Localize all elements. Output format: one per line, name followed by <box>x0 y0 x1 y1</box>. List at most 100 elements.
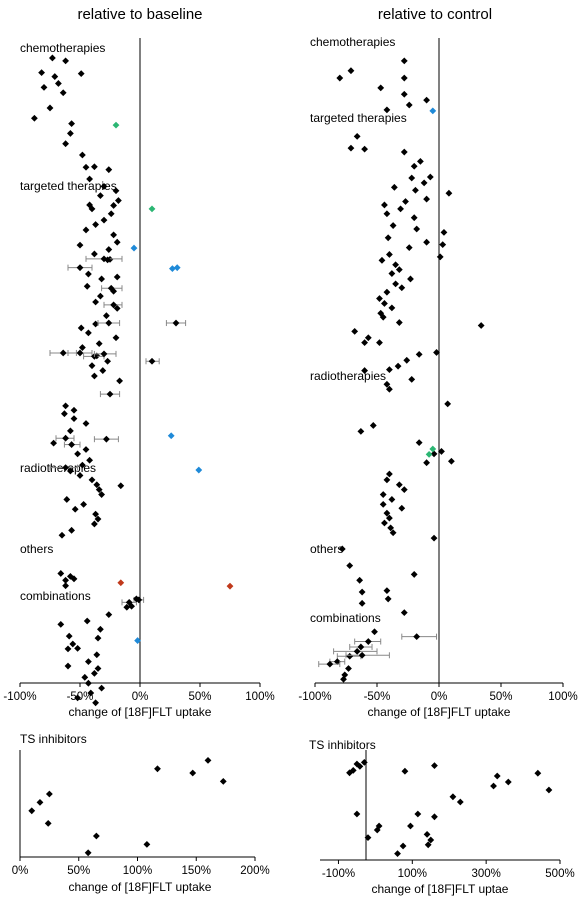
highlighted-data-point <box>117 579 125 587</box>
highlighted-data-point <box>169 265 176 273</box>
data-point <box>91 250 98 258</box>
data-point <box>358 599 366 607</box>
data-point <box>388 270 396 277</box>
data-point <box>57 570 65 577</box>
data-point <box>77 324 85 332</box>
data-point <box>133 595 140 603</box>
data-point <box>392 261 399 269</box>
data-point <box>105 246 113 253</box>
data-point <box>117 482 125 490</box>
data-point <box>405 101 413 109</box>
data-point <box>427 836 435 844</box>
group-label-chemotherapies: chemotherapies <box>310 35 395 49</box>
highlighted-data-point <box>130 244 138 252</box>
data-point <box>413 633 421 641</box>
data-point <box>426 173 434 181</box>
data-point <box>65 632 73 640</box>
group-label-combinations: combinations <box>20 589 91 603</box>
data-point <box>333 658 341 666</box>
data-point <box>110 287 117 295</box>
data-point <box>423 238 430 246</box>
data-point <box>431 762 438 769</box>
data-point <box>103 435 110 443</box>
data-point <box>100 216 108 224</box>
data-point <box>424 841 432 849</box>
panel-relative-to-baseline: relative to baseline chemotherapies targ… <box>3 6 274 719</box>
x-tick-label: 100% <box>398 868 427 880</box>
data-point <box>106 390 114 398</box>
data-point <box>94 515 102 523</box>
data-point <box>81 673 89 681</box>
data-points <box>31 54 234 707</box>
data-point <box>361 145 368 153</box>
x-tick-label: 150% <box>182 865 211 877</box>
data-point <box>373 826 381 834</box>
data-point <box>395 266 403 274</box>
data-point <box>189 769 197 777</box>
data-point <box>364 834 372 841</box>
data-point <box>110 301 117 309</box>
highlighted-data-point <box>112 121 120 129</box>
data-point <box>112 187 120 195</box>
data-point <box>92 832 100 840</box>
data-point <box>31 114 38 122</box>
data-point <box>82 163 90 171</box>
x-tick-label: -50% <box>364 691 391 703</box>
data-point <box>360 759 368 766</box>
data-point <box>107 210 115 218</box>
data-point <box>400 57 408 65</box>
data-point <box>410 162 418 170</box>
data-point <box>395 481 403 489</box>
data-point <box>59 349 67 357</box>
highlighted-data-point <box>425 450 433 458</box>
data-point <box>61 410 68 418</box>
data-point <box>86 456 93 464</box>
highlighted-data-point <box>134 637 141 644</box>
data-point <box>69 640 77 648</box>
x-tick-label: 100% <box>123 865 152 877</box>
data-point <box>386 470 393 478</box>
data-point <box>388 304 396 312</box>
group-label-targeted-therapies: targeted therapies <box>310 111 407 125</box>
x-tick-label: -100% <box>3 691 36 703</box>
data-point <box>58 531 66 539</box>
x-tick-label: -100% <box>322 868 355 880</box>
data-point <box>398 284 406 292</box>
data-point <box>400 609 408 617</box>
data-point <box>94 634 102 642</box>
data-point <box>70 406 78 414</box>
highlighted-data-point <box>429 107 437 115</box>
data-point <box>97 192 104 200</box>
data-point <box>394 362 402 370</box>
data-point <box>408 376 416 383</box>
data-point <box>143 841 151 848</box>
data-point <box>115 197 122 204</box>
data-point <box>387 524 395 532</box>
data-point <box>477 322 485 329</box>
data-point <box>386 385 393 393</box>
data-point <box>219 778 227 785</box>
data-point <box>88 362 96 370</box>
data-point <box>116 377 123 385</box>
data-point <box>92 699 99 707</box>
data-point <box>389 529 397 537</box>
data-point <box>415 439 423 447</box>
data-point <box>357 643 365 651</box>
group-label-radiotherapies: radiotherapies <box>310 369 386 383</box>
data-point <box>105 611 113 618</box>
data-point <box>383 210 391 218</box>
data-point <box>40 83 48 91</box>
data-point <box>444 400 452 408</box>
data-point <box>353 810 361 818</box>
data-point <box>408 174 416 182</box>
data-point <box>76 472 84 479</box>
x-axis-label: change of [18F]FLT uptake <box>69 705 212 719</box>
data-point <box>85 679 92 687</box>
data-point <box>456 798 464 806</box>
data-point <box>55 80 62 87</box>
data-point <box>44 820 52 827</box>
data-point <box>353 647 361 655</box>
x-tick-label: 50% <box>489 691 512 703</box>
data-point <box>62 434 69 442</box>
data-point <box>94 665 102 672</box>
